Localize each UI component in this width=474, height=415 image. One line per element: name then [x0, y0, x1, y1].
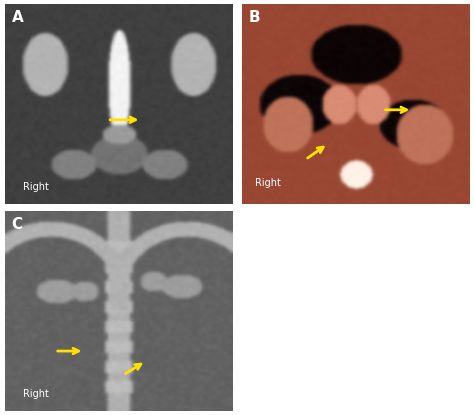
Text: Right: Right — [255, 178, 281, 188]
Text: C: C — [11, 217, 23, 232]
Text: B: B — [248, 10, 260, 25]
Text: Right: Right — [23, 181, 49, 192]
Text: Right: Right — [23, 389, 49, 399]
Text: A: A — [11, 10, 23, 25]
